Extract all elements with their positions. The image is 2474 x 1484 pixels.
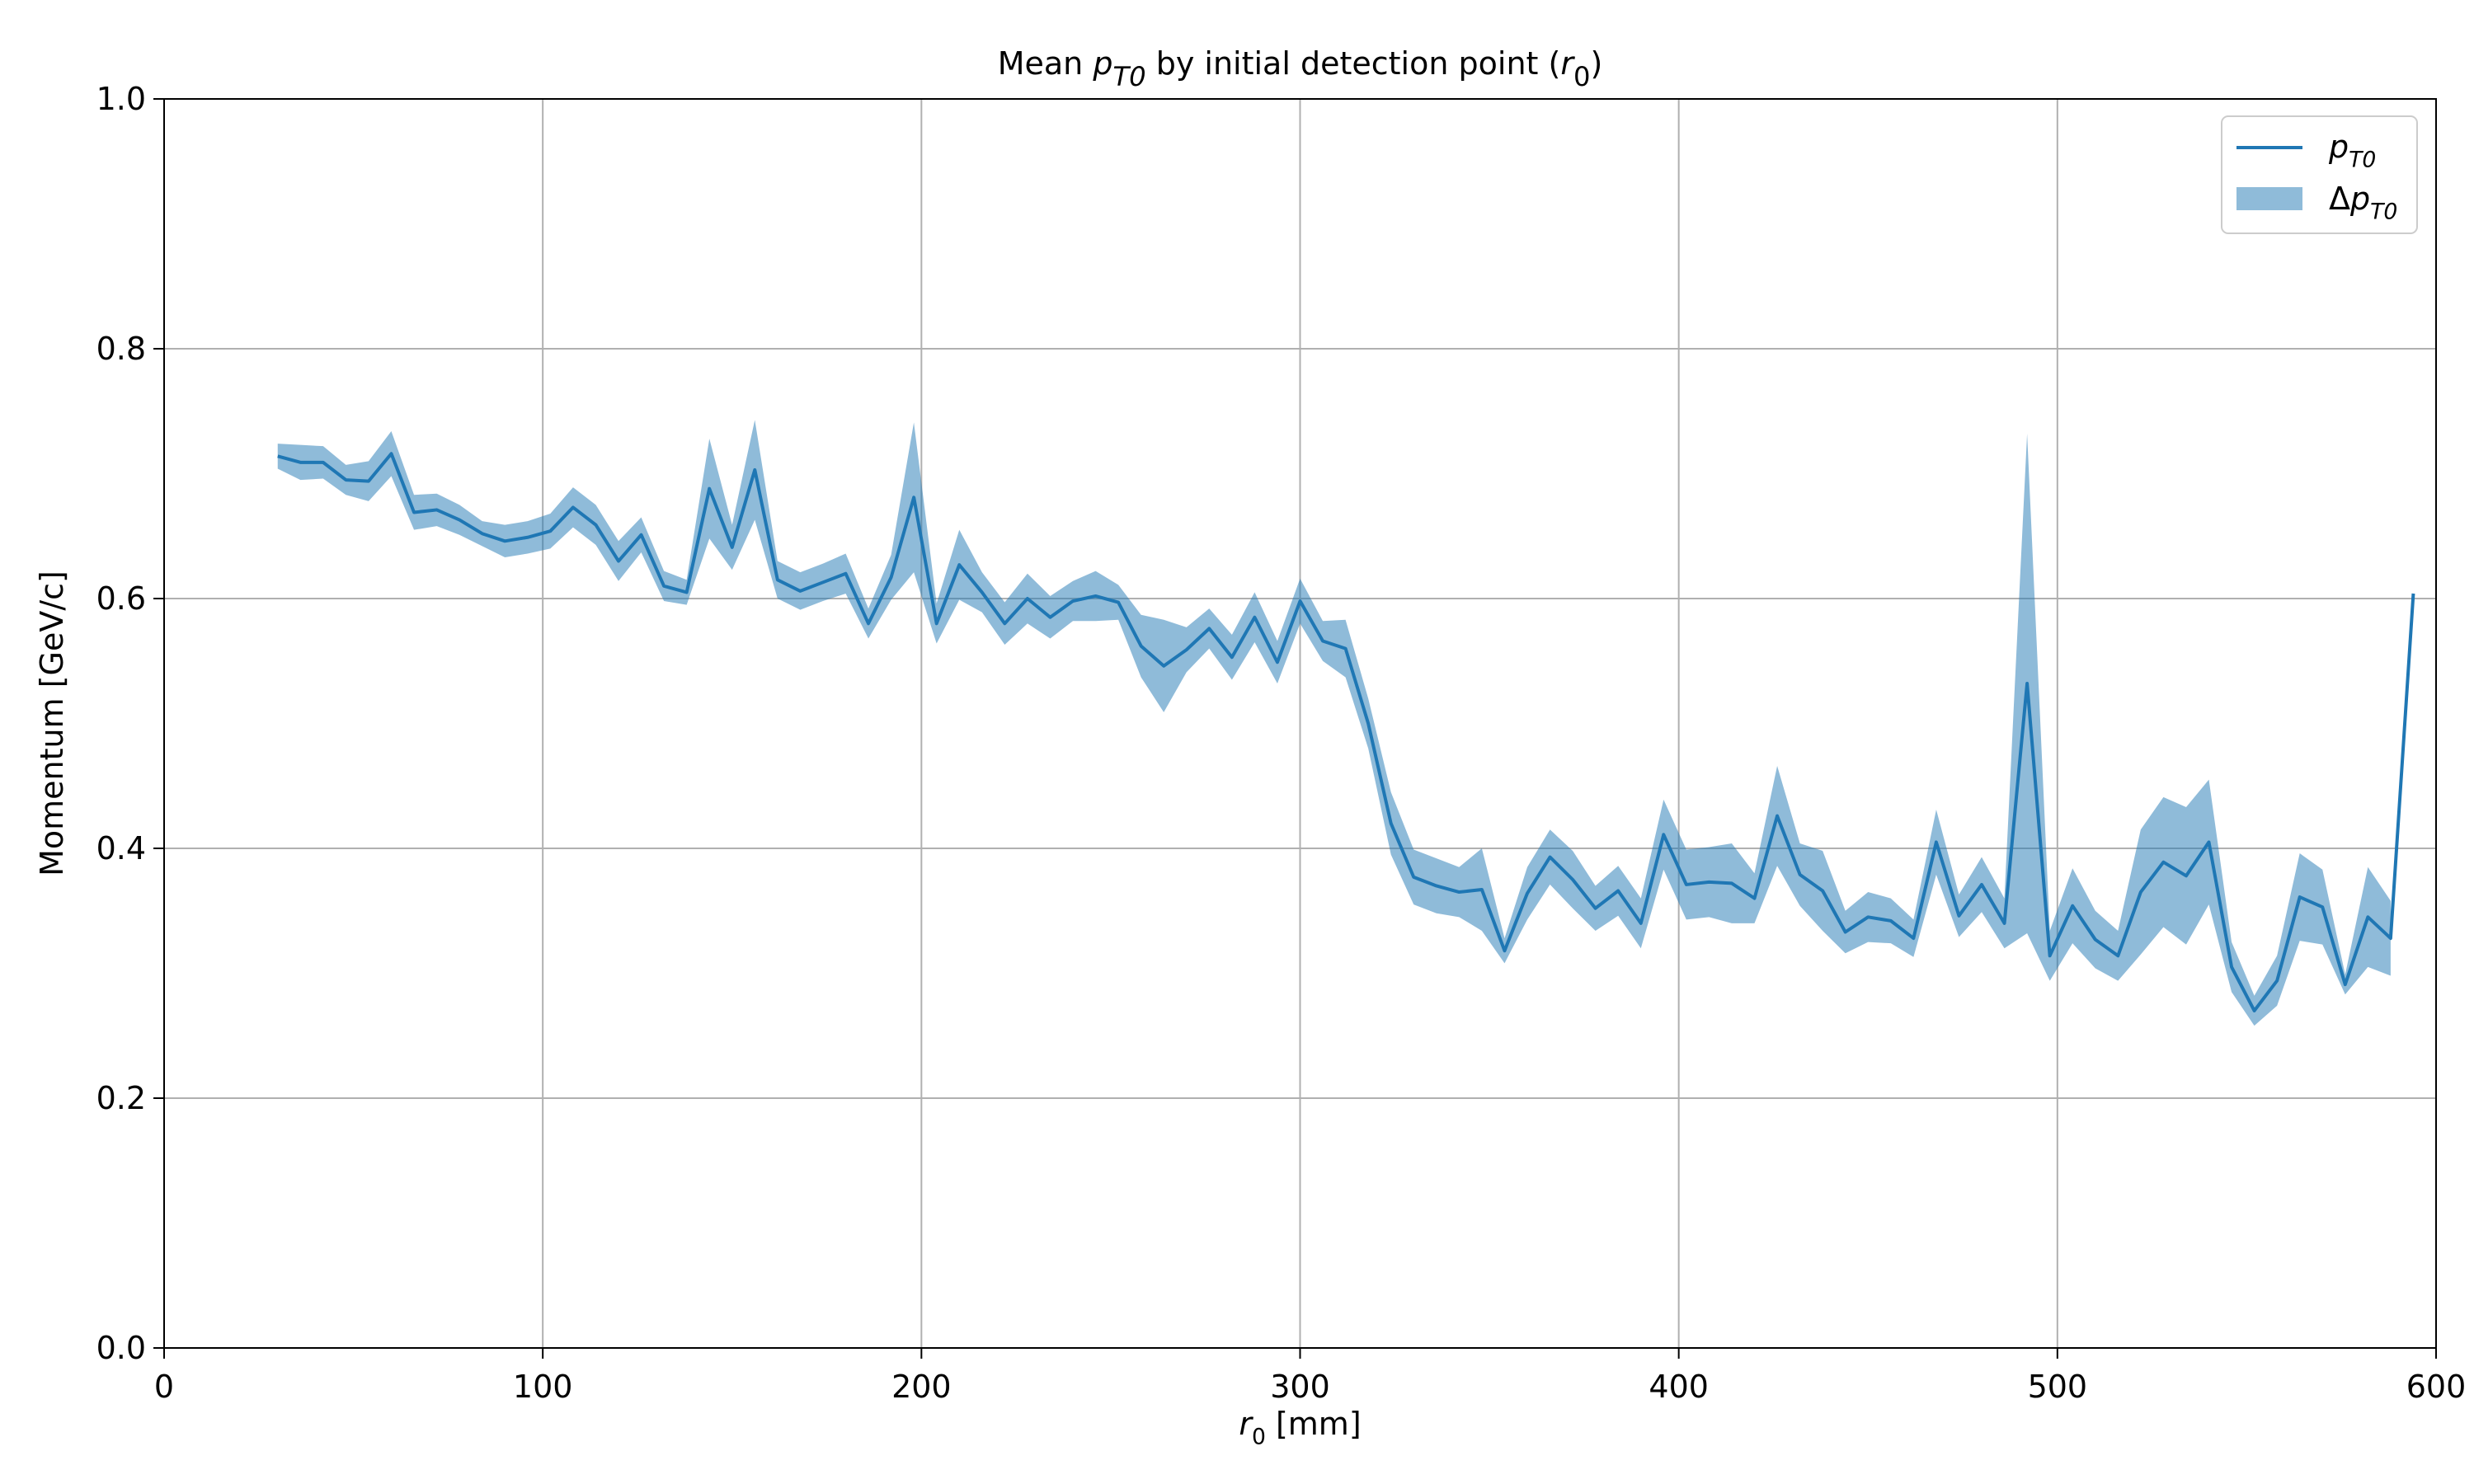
chart-title-part: Mean [998,45,1094,82]
x-tick-label: 100 [513,1369,573,1405]
legend-patch [2236,187,2302,210]
chart-title-part: p [1092,45,1112,82]
chart-title-part: ) [1590,45,1602,82]
x-tick-label: 300 [1270,1369,1330,1405]
x-tick-label: 600 [2406,1369,2467,1405]
legend-label-part: T0 [2349,147,2376,172]
chart-title-part: by initial detection point ( [1146,45,1561,82]
y-tick-label: 0.8 [96,331,146,367]
x-tick-label: 400 [1649,1369,1709,1405]
y-tick-label: 1.0 [96,81,146,117]
error-band [277,420,2391,1026]
y-tick-label: 0.6 [96,580,146,617]
y-tick-label: 0.2 [96,1080,146,1116]
legend-label-part: T0 [2370,199,2397,224]
legend-label: pT0 [2328,129,2376,172]
legend-label: ΔpT0 [2329,181,2397,224]
legend-label-part: p [2349,181,2370,217]
chart-title-part: T0 [1112,61,1145,92]
x-axis-label: r0 [mm] [1239,1406,1361,1449]
x-axis-label-part: 0 [1252,1424,1266,1449]
x-tick-label: 0 [154,1369,174,1405]
y-axis-label: Momentum [GeV/c] [34,571,70,876]
x-tick-label: 500 [2028,1369,2088,1405]
legend-label-part: p [2328,129,2349,165]
data-line [277,452,2415,1012]
chart-title-part: r [1560,45,1575,82]
x-axis-label-part: [mm] [1266,1406,1362,1442]
chart-title: Mean pT0 by initial detection point (r0) [998,45,1603,92]
y-axis-label-part: Momentum [GeV/c] [34,571,70,876]
chart-title-part: 0 [1573,61,1590,92]
y-tick-label: 0.0 [96,1330,146,1366]
x-axis-label-part: r [1239,1406,1253,1442]
y-tick-label: 0.4 [96,830,146,866]
x-tick-label: 200 [891,1369,952,1405]
legend-label-part: Δ [2329,181,2350,217]
plot-frame [163,98,2437,1349]
